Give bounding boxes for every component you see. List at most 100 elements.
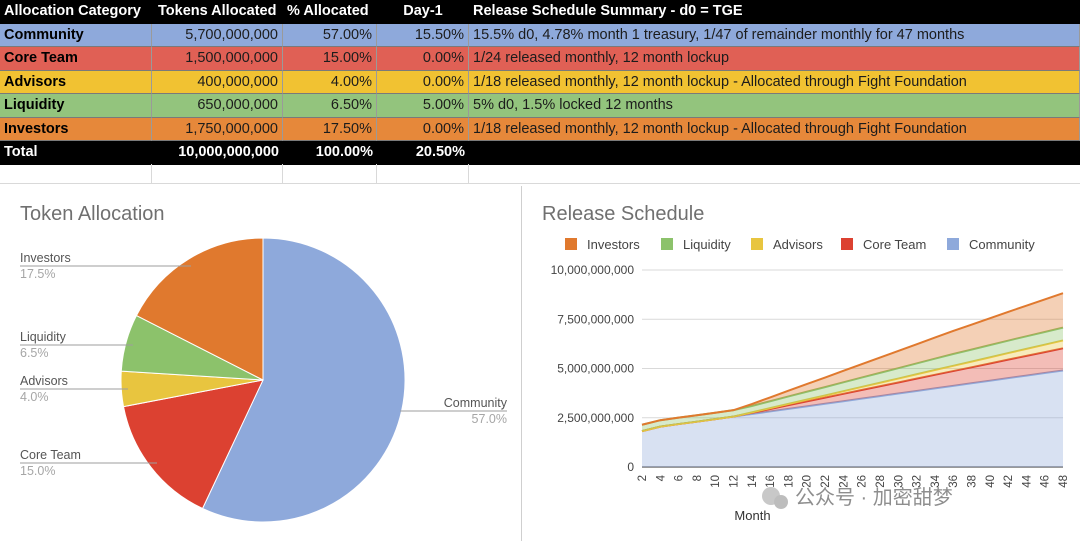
x-tick-label: 10	[710, 475, 722, 488]
header-summary: Release Schedule Summary - d0 = TGE	[473, 3, 743, 19]
summary-cell: 5% d0, 1.5% locked 12 months	[469, 94, 1080, 118]
pie-slice-core-team	[122, 379, 264, 510]
x-tick-label: 4	[655, 474, 667, 481]
watermark: 公众号 · 加密甜梦	[762, 486, 953, 509]
total-tokens: 10,000,000,000	[178, 144, 279, 160]
legend-label: Core Team	[863, 237, 926, 252]
x-tick-label: 40	[985, 475, 997, 488]
pct-cell: 15.00%	[283, 47, 377, 71]
legend-swatch	[565, 238, 577, 250]
legend-label: Community	[969, 237, 1035, 252]
token-allocation-chart: Token Allocation Community 57.0% Core Team…	[0, 186, 522, 541]
pie-chart-title: Token Allocation	[20, 203, 165, 225]
x-tick-label: 44	[1021, 474, 1033, 487]
category-cell: Liquidity	[0, 94, 152, 118]
legend-swatch	[947, 238, 959, 250]
table-row: Advisors 400,000,000 4.00% 0.00% 1/18 re…	[0, 70, 1080, 94]
tokens-cell: 1,500,000,000	[152, 47, 283, 71]
x-tick-label: 14	[747, 474, 759, 487]
header-category: Allocation Category	[4, 3, 141, 19]
area-chart-title: Release Schedule	[542, 203, 705, 225]
pct-cell: 6.50%	[283, 94, 377, 118]
x-axis-label: Month	[734, 508, 770, 523]
legend-label: Investors	[587, 237, 640, 252]
day1-cell: 0.00%	[377, 47, 469, 71]
legend-label: Liquidity	[683, 237, 731, 252]
x-tick-label: 28	[875, 475, 887, 488]
x-tick-label: 24	[838, 474, 850, 487]
category-cell: Community	[0, 23, 152, 47]
category-cell: Core Team	[0, 47, 152, 71]
header-pct: % Allocated	[287, 3, 369, 19]
pct-cell: 4.00%	[283, 70, 377, 94]
legend-swatch	[661, 238, 673, 250]
empty-cell	[283, 164, 377, 184]
x-tick-label: 32	[912, 475, 924, 488]
allocation-table: Allocation Category Tokens Allocated % A…	[0, 0, 1080, 165]
legend-label: Advisors	[773, 237, 823, 252]
empty-cell	[377, 164, 469, 184]
header-day1: Day-1	[403, 3, 443, 19]
x-tick-label: 22	[820, 475, 832, 488]
series-line-investors	[641, 292, 1064, 426]
total-pct: 100.00%	[315, 144, 373, 160]
pie-chart-svg: Community 57.0% Core Team 15.0% Advisors 4.0%…	[20, 237, 508, 523]
x-tick-label: 18	[783, 475, 795, 488]
y-tick-label: 0	[627, 460, 634, 474]
pie-label-name: Advisors	[20, 374, 68, 388]
x-tick-label: 36	[948, 475, 960, 488]
legend-swatch	[841, 238, 853, 250]
summary-cell: 1/24 released monthly, 12 month lockup	[469, 47, 1080, 71]
day1-cell: 0.00%	[377, 117, 469, 141]
x-tick-label: 34	[930, 474, 942, 487]
summary-cell: 1/18 released monthly, 12 month lockup -…	[469, 70, 1080, 94]
pie-label-name: Liquidity	[20, 330, 67, 344]
x-tick-label: 16	[765, 475, 777, 488]
day1-cell: 15.50%	[377, 23, 469, 47]
x-tick-label: 38	[966, 475, 978, 488]
summary-cell: 1/18 released monthly, 12 month lockup -…	[469, 117, 1080, 141]
pie-label-value: 6.5%	[20, 346, 49, 360]
total-label: Total	[4, 144, 38, 160]
pie-label-name: Investors	[20, 251, 71, 265]
x-tick-label: 48	[1058, 475, 1070, 488]
pct-cell: 57.00%	[283, 23, 377, 47]
tokens-cell: 400,000,000	[152, 70, 283, 94]
pct-cell: 17.50%	[283, 117, 377, 141]
area-chart-svg: 0 2,500,000,000 5,000,000,000 7,500,000,000…	[551, 237, 1070, 523]
pie-slice-investors	[135, 237, 264, 381]
y-tick-label: 10,000,000,000	[551, 263, 635, 277]
x-tick-label: 42	[1003, 475, 1015, 488]
x-tick-label: 26	[857, 475, 869, 488]
empty-cell	[152, 164, 283, 184]
tokens-cell: 650,000,000	[152, 94, 283, 118]
y-tick-label: 2,500,000,000	[557, 411, 634, 425]
y-tick-label: 5,000,000,000	[557, 362, 634, 376]
pie-label-name: Core Team	[20, 448, 81, 462]
spreadsheet-empty-row	[0, 164, 1080, 184]
table-header-row: Allocation Category Tokens Allocated % A…	[0, 0, 1080, 24]
header-tokens: Tokens Allocated	[158, 3, 277, 19]
legend-swatch	[751, 238, 763, 250]
pie-label-value: 17.5%	[20, 267, 55, 281]
pie-label-value: 15.0%	[20, 464, 55, 478]
x-tick-label: 20	[802, 475, 814, 488]
x-tick-label: 30	[893, 475, 905, 488]
wechat-icon	[774, 495, 788, 509]
day1-cell: 5.00%	[377, 94, 469, 118]
x-tick-label: 46	[1040, 475, 1052, 488]
empty-cell	[0, 164, 152, 184]
table-row: Core Team 1,500,000,000 15.00% 0.00% 1/2…	[0, 47, 1080, 71]
x-tick-label: 8	[692, 475, 704, 481]
x-tick-label: 12	[729, 475, 741, 488]
summary-cell: 15.5% d0, 4.78% month 1 treasury, 1/47 o…	[469, 23, 1080, 47]
tokens-cell: 5,700,000,000	[152, 23, 283, 47]
table-total-row: Total 10,000,000,000 100.00% 20.50%	[0, 141, 1080, 165]
total-summary-empty	[469, 141, 1080, 165]
day1-cell: 0.00%	[377, 70, 469, 94]
table-row: Community 5,700,000,000 57.00% 15.50% 15…	[0, 23, 1080, 47]
area-community	[642, 370, 1063, 467]
tokens-cell: 1,750,000,000	[152, 117, 283, 141]
watermark-text: 公众号 · 加密甜梦	[795, 486, 953, 509]
release-schedule-chart: Release Schedule 0 2,500,000,000 5,000,000…	[523, 186, 1080, 541]
